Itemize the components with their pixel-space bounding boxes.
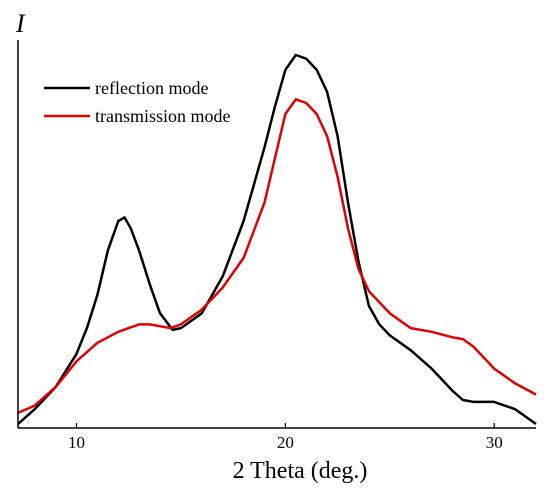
series-line-1 xyxy=(17,98,537,415)
legend: reflection mode transmission mode xyxy=(44,78,231,126)
x-tick-label-10: 10 xyxy=(68,433,85,452)
x-axis-label: 2 Theta (deg.) xyxy=(233,458,368,484)
legend-label-transmission: transmission mode xyxy=(95,106,231,126)
y-axis-label: I xyxy=(15,9,26,38)
tick-layer: 10 20 30 xyxy=(68,423,503,452)
legend-label-reflection: reflection mode xyxy=(95,78,208,98)
x-tick-label-30: 30 xyxy=(486,433,503,452)
x-tick-label-20: 20 xyxy=(277,433,294,452)
series-layer xyxy=(17,53,537,426)
series-line-0 xyxy=(17,53,537,426)
